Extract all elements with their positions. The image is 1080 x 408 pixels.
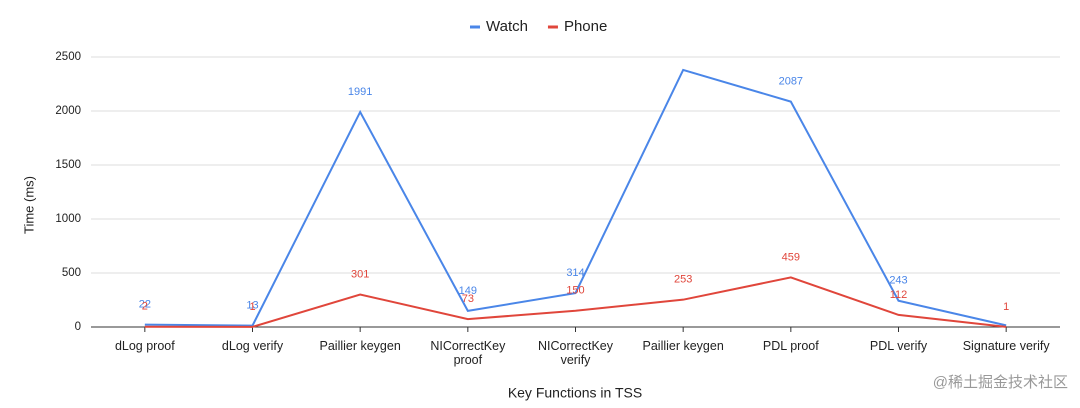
y-tick-label: 0 [75,321,81,333]
x-tick-label: PDL proof [762,339,819,353]
data-label: 314 [566,267,584,279]
data-label: 22 [139,299,151,311]
x-tick-label: NICorrectKey proof [430,339,506,367]
data-label: 13 [246,300,258,312]
data-label: 1 [1003,301,1009,313]
data-label: 112 [890,289,908,301]
x-tick-label: dLog proof [114,339,175,353]
data-label: 301 [351,268,369,280]
data-label: 253 [674,274,692,286]
data-label: 243 [889,275,907,287]
data-label: 1 [249,301,255,313]
x-tick-label: Paillier keygen [642,339,724,353]
data-label: 1991 [348,86,372,98]
y-tick-label: 2000 [55,105,81,117]
data-label: 2087 [779,76,803,88]
data-label: 73 [462,293,474,305]
data-label: 150 [566,285,584,297]
data-label: 459 [782,251,800,263]
series-line [144,68,1007,327]
y-tick-label: 2500 [55,51,81,63]
y-tick-label: 500 [62,267,81,279]
x-tick-label: NICorrectKey verify [537,339,614,367]
x-axis-title: Key Functions in TSS [508,385,642,401]
x-tick-label: Signature verify [962,339,1050,353]
y-tick-label: 1500 [55,159,81,171]
y-tick-label: 1000 [55,213,81,225]
series-line [144,276,1007,328]
legend-label: Phone [564,18,607,35]
x-tick-label: Paillier keygen [319,339,401,353]
x-tick-label: PDL verify [869,339,928,353]
x-tick-label: dLog verify [221,339,284,353]
watermark: @稀土掘金技术社区 [933,374,1068,391]
legend-label: Watch [486,18,528,35]
data-label: 2 [142,301,148,313]
data-label: 149 [459,285,477,297]
y-axis-title: Time (ms) [21,176,36,234]
